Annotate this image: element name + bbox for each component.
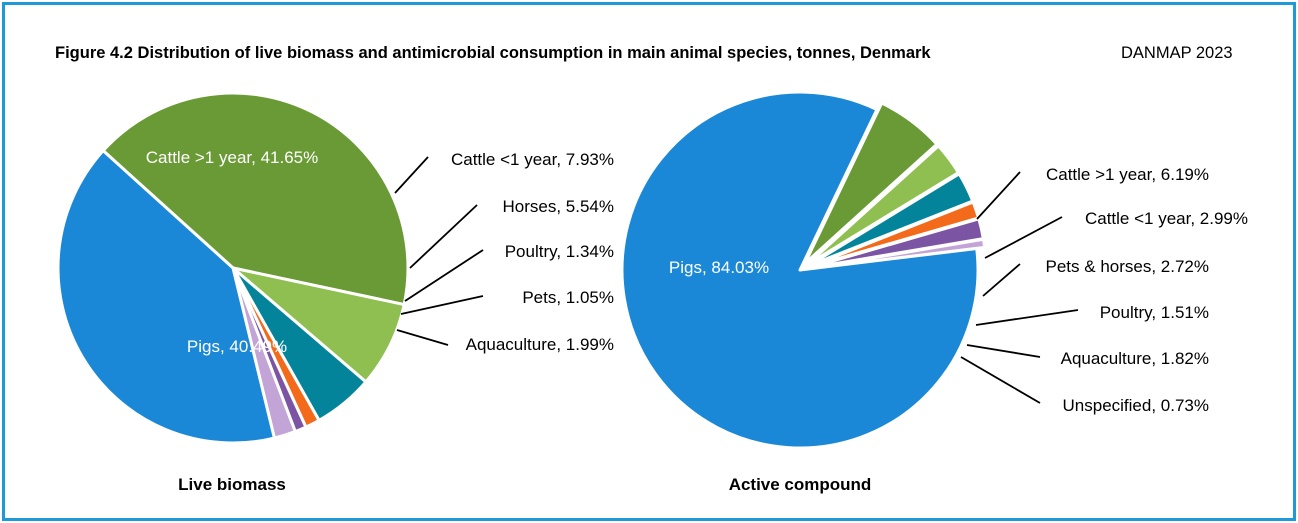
slice-label-poultry: Poultry, 1.34% (505, 242, 614, 261)
pie-chart-2: Cattle >1 year, 6.19% Cattle <1 year, 2.9… (620, 90, 1248, 494)
leader-line-cattle-1-year (394, 156, 429, 194)
leader-line-aquaculture (966, 344, 1041, 358)
leader-line-poultry (975, 309, 1079, 326)
pie-slice-pigs (56, 149, 276, 445)
pie-slice-cattle-1-year (803, 101, 939, 266)
slice-label-unspecified: Unspecified, 0.73% (1063, 396, 1209, 415)
slice-label-aquaculture: Aquaculture, 1.99% (466, 335, 614, 354)
leader-line-cattle-1-year (976, 171, 1021, 220)
slice-label-aquaculture: Aquaculture, 1.82% (1061, 349, 1209, 368)
slice-label-cattle-1-year: Cattle >1 year, 6.19% (1046, 165, 1209, 184)
slice-label-pets: Pets, 1.05% (522, 288, 614, 307)
slice-label-pigs: Pigs, 40.49% (187, 337, 287, 356)
figure-source: DANMAP 2023 (1121, 44, 1233, 62)
leader-line-cattle-1-year (984, 216, 1063, 259)
pie-chart-title-1: Live biomass (178, 475, 286, 494)
figure-title: Figure 4.2 Distribution of live biomass … (55, 44, 931, 62)
slice-label-pets-horses: Pets & horses, 2.72% (1046, 257, 1209, 276)
leader-line-unspecified (960, 356, 1041, 404)
pie-chart-title-2: Active compound (729, 475, 872, 494)
leader-line-poultry (404, 249, 484, 302)
leader-line-pets (400, 295, 484, 315)
slice-label-cattle-1-year: Cattle <1 year, 2.99% (1085, 209, 1248, 228)
pie-chart-1: Cattle >1 year, 41.65% Cattle <1 year, 7.… (56, 91, 615, 494)
leader-line-pets-horses (982, 263, 1021, 297)
pie-slice-cattle-1-year (101, 91, 410, 307)
leader-line-aquaculture (396, 329, 449, 346)
pie-slice-unspecified (806, 237, 987, 271)
slice-label-poultry: Poultry, 1.51% (1100, 303, 1209, 322)
slice-label-cattle-1-year: Cattle >1 year, 41.65% (146, 148, 318, 167)
slice-label-horses: Horses, 5.54% (503, 197, 615, 216)
slice-label-pigs: Pigs, 84.03% (669, 258, 769, 277)
leader-line-horses (409, 204, 478, 269)
slice-label-cattle-1-year: Cattle <1 year, 7.93% (451, 150, 614, 169)
pie-slice-pigs (620, 90, 980, 450)
